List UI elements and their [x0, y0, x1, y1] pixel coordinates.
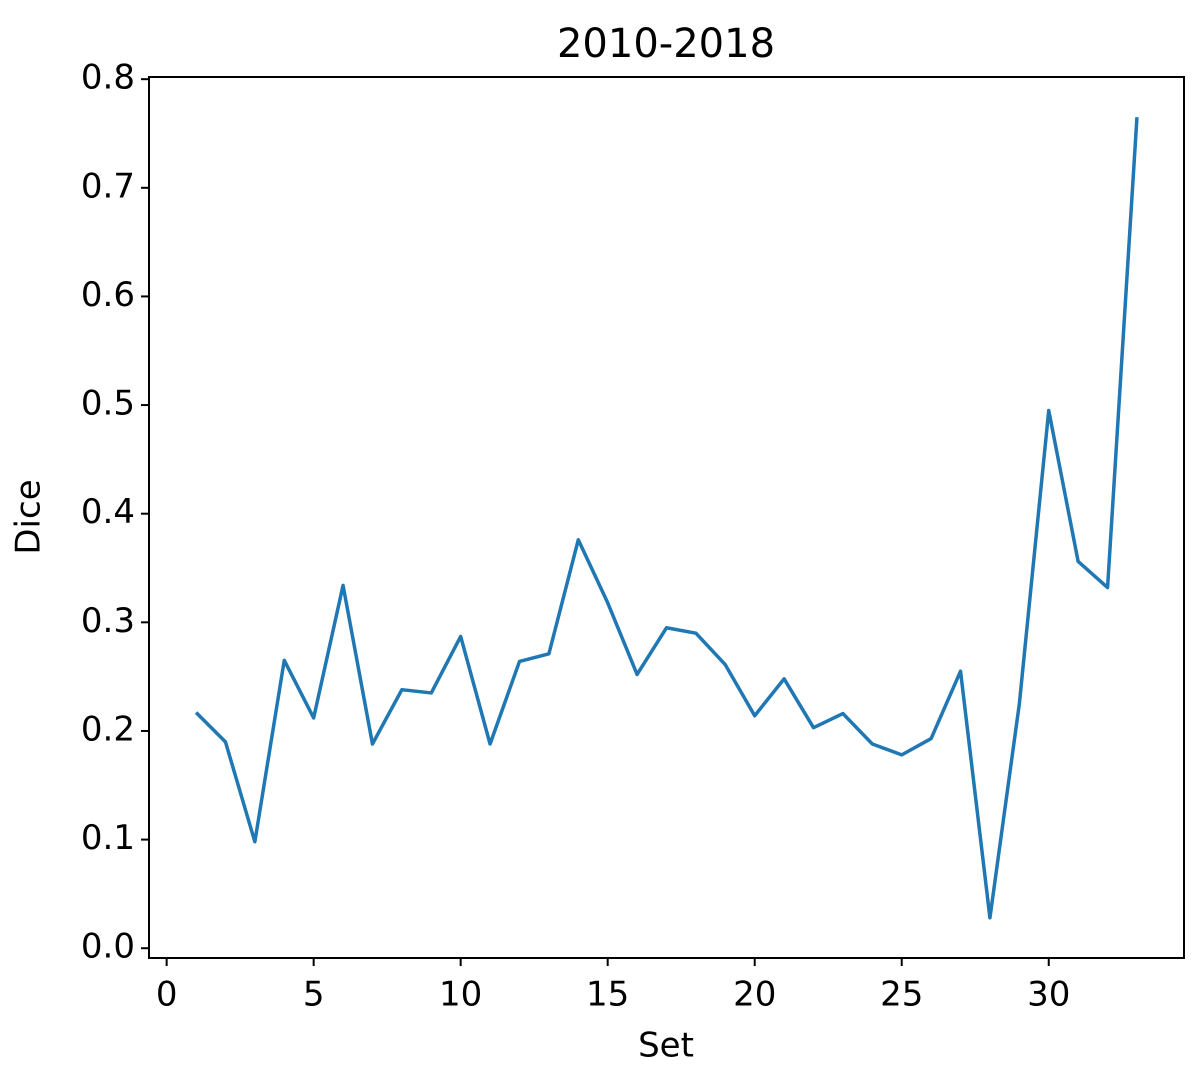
- chart-title: 2010-2018: [557, 21, 775, 67]
- y-tick-label: 0.7: [81, 166, 135, 206]
- x-axis-label: Set: [638, 1026, 694, 1066]
- x-tick-label: 25: [880, 975, 923, 1015]
- y-tick-label: 0.1: [81, 818, 135, 858]
- y-tick-label: 0.8: [81, 58, 135, 98]
- y-tick-label: 0.4: [81, 492, 135, 532]
- y-axis-label: Dice: [9, 479, 49, 554]
- x-tick-label: 20: [733, 975, 776, 1015]
- x-tick-label: 15: [586, 975, 629, 1015]
- plot-frame: [148, 76, 1185, 959]
- y-tick-label: 0.5: [81, 384, 135, 424]
- x-tick-label: 30: [1027, 975, 1070, 1015]
- y-tick-label: 0.2: [81, 709, 135, 749]
- line: [194, 117, 1139, 920]
- y-tick-label: 0.6: [81, 275, 135, 315]
- x-tick-label: 10: [439, 975, 482, 1015]
- x-tick-label: 5: [303, 975, 325, 1015]
- x-tick-label: 0: [156, 975, 178, 1015]
- y-tick-label: 0.0: [81, 927, 135, 967]
- y-tick-label: 0.3: [81, 601, 135, 641]
